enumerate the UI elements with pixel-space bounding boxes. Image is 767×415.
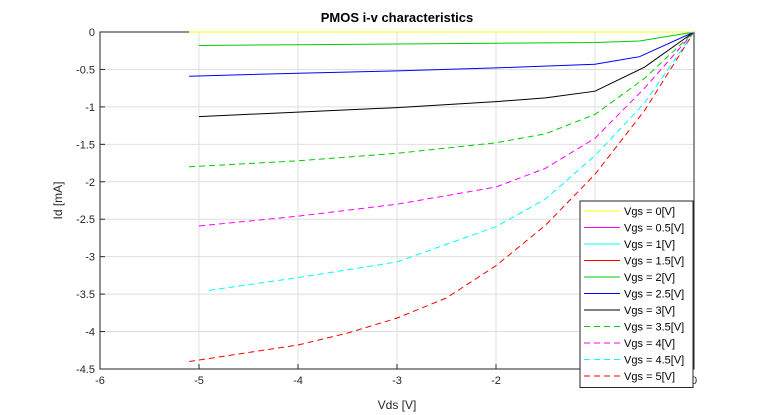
- y-tick-label: -1: [85, 102, 95, 114]
- y-tick-label: -3: [85, 252, 95, 264]
- series-line-9: [208, 31, 695, 291]
- legend-label: Vgs = 1.5[V]: [624, 256, 684, 268]
- x-tick-label: -3: [392, 375, 402, 387]
- series-line-10: [189, 31, 695, 362]
- y-tick-label: -2.5: [76, 214, 95, 226]
- legend: Vgs = 0[V] Vgs = 0.5[V] Vgs = 1[V] Vgs = 1.…: [579, 200, 694, 388]
- legend-label: Vgs = 0[V]: [624, 206, 675, 218]
- y-tick-label: -4: [85, 327, 95, 339]
- legend-label: Vgs = 1[V]: [624, 239, 675, 251]
- legend-label: Vgs = 4[V]: [624, 338, 675, 350]
- x-tick-label: -2: [491, 375, 501, 387]
- legend-label: Vgs = 4.5[V]: [624, 355, 684, 367]
- y-tick-label: -2: [85, 177, 95, 189]
- series-line-6: [198, 31, 695, 118]
- legend-label: Vgs = 2.5[V]: [624, 289, 684, 301]
- y-tick-label: -1.5: [76, 139, 95, 151]
- legend-label: Vgs = 5[V]: [624, 371, 675, 383]
- legend-label: Vgs = 2[V]: [624, 272, 675, 284]
- x-tick-label: 0: [691, 375, 697, 387]
- legend-label: Vgs = 3[V]: [624, 305, 675, 317]
- y-tick-label: -3.5: [76, 289, 95, 301]
- y-tick-label: -4.5: [76, 364, 95, 376]
- series-line-4: [198, 31, 695, 46]
- legend-label: Vgs = 0.5[V]: [624, 223, 684, 235]
- tick-labels: -6-5-4-3-2-100-0.5-1-1.5-2-2.5-3-3.5-4-4…: [76, 27, 697, 387]
- series-line-5: [189, 31, 695, 77]
- y-tick-label: -0.5: [76, 64, 95, 76]
- x-axis-label: Vds [V]: [378, 398, 417, 412]
- chart-title: PMOS i-v characteristics: [321, 10, 473, 25]
- x-tick-label: -4: [293, 375, 303, 387]
- series-line-7: [189, 31, 695, 168]
- legend-label: Vgs = 3.5[V]: [624, 322, 684, 334]
- y-axis-label: Id [mA]: [51, 181, 65, 219]
- x-tick-label: -6: [95, 375, 105, 387]
- series-layer: [189, 31, 695, 362]
- legend-box: [579, 200, 694, 388]
- y-tick-label: 0: [89, 27, 95, 39]
- x-tick-label: -5: [194, 375, 204, 387]
